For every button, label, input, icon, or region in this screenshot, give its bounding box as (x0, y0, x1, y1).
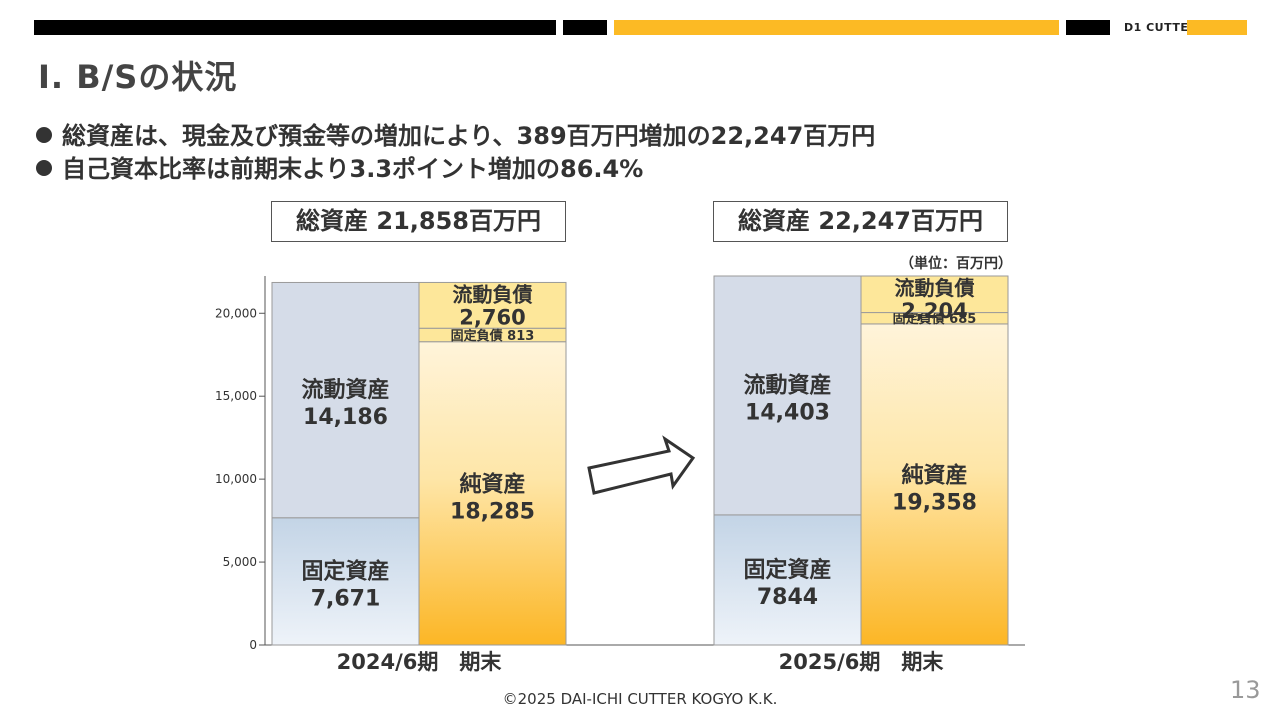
bullet-dot-icon (36, 127, 52, 143)
y-tick-label: 0 (249, 638, 257, 652)
segment-name-label: 流動資産 (743, 372, 831, 398)
copyright-footer: ©2025 DAI-ICHI CUTTER KOGYO K.K. (502, 690, 778, 708)
y-tick-label: 5,000 (223, 555, 257, 569)
fixed-assets-bar (271, 517, 420, 646)
bullet-item: 総資産は、現金及び預金等の増加により、389百万円増加の22,247百万円 (36, 120, 875, 153)
bullet-text: 自己資本比率は前期末より3.3ポイント増加の86.4% (62, 155, 644, 183)
segment-name-label: 流動負債 (453, 282, 533, 306)
unit-note: （単位：百万円） (900, 256, 1012, 272)
bullet-list: 総資産は、現金及び預金等の増加により、389百万円増加の22,247百万円 自己… (36, 120, 875, 186)
segment-combined-label: 固定負債 685 (893, 311, 977, 327)
y-tick-label: 20,000 (215, 306, 257, 320)
segment-combined-label: 固定負債 813 (451, 328, 535, 344)
page-number: 13 (1230, 676, 1261, 704)
arrow-right-icon (587, 435, 696, 495)
segment-value-label: 2,204 (901, 299, 967, 323)
segment-name-label: 純資産 (459, 471, 525, 497)
segment-value-label: 7,671 (311, 586, 381, 611)
segment-value-label: 2,760 (459, 305, 525, 329)
header-bar-black-2 (563, 20, 607, 35)
segment-name-label: 流動負債 (895, 276, 975, 300)
header-bar-yellow-1 (614, 20, 1059, 35)
segment-name-label: 固定資産 (301, 558, 389, 584)
page-title: Ⅰ. B/Sの状況 (38, 58, 238, 96)
segment-value-label: 19,358 (892, 490, 977, 515)
segment-value-label: 18,285 (450, 499, 535, 524)
header-bar-black-3 (1066, 20, 1110, 35)
segment-value-label: 7844 (757, 585, 818, 610)
x-category-label: 2025/6期 期末 (779, 650, 945, 674)
net-assets-bar (860, 323, 1009, 646)
total-assets-box-2024: 総資産 21,858百万円 (271, 201, 566, 242)
current-assets-bar (271, 281, 420, 519)
segment-value-label: 14,403 (745, 400, 830, 425)
header-bar-black-1 (34, 20, 556, 35)
segment-name-label: 流動資産 (301, 377, 389, 403)
bullet-text: 総資産は、現金及び預金等の増加により、389百万円増加の22,247百万円 (62, 122, 876, 150)
bullet-item: 自己資本比率は前期末より3.3ポイント増加の86.4% (36, 153, 875, 186)
segment-value-label: 14,186 (303, 405, 388, 430)
net-assets-bar (418, 341, 567, 646)
current-liabilities-bar (860, 275, 1009, 314)
y-tick-label: 10,000 (215, 472, 257, 486)
total-assets-box-2025: 総資産 22,247百万円 (713, 201, 1008, 242)
segment-name-label: 純資産 (901, 462, 967, 488)
y-tick-label: 15,000 (215, 389, 257, 403)
brand-logo-text: D1 CUTTER (1124, 21, 1198, 34)
segment-name-label: 固定資産 (743, 557, 831, 583)
fixed-assets-bar (713, 514, 862, 646)
x-category-label: 2024/6期 期末 (337, 650, 503, 674)
current-liabilities-bar (418, 281, 567, 329)
current-assets-bar (713, 275, 862, 516)
bullet-dot-icon (36, 160, 52, 176)
header-bar-yellow-2 (1187, 20, 1247, 35)
